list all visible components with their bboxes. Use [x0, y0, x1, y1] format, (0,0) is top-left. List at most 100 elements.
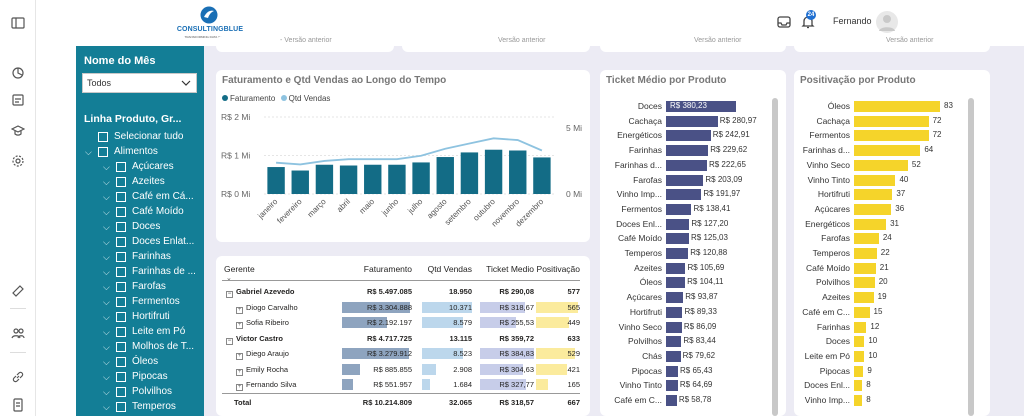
expand-icon[interactable]: +	[236, 368, 243, 376]
column-header[interactable]: Ticket Medio	[486, 264, 534, 274]
column-header[interactable]: Positivação	[536, 264, 580, 274]
bar-row[interactable]: Energéticos R$ 242,91	[600, 129, 786, 142]
bar[interactable]	[666, 321, 682, 333]
checkbox[interactable]	[116, 192, 126, 202]
bar-row[interactable]: Energéticos 31	[794, 218, 990, 230]
bar[interactable]	[666, 395, 677, 406]
column-header[interactable]: Gerente	[224, 264, 255, 274]
bar-row[interactable]: Doces Enl... R$ 127,20	[600, 218, 786, 230]
bar[interactable]	[854, 218, 887, 230]
expand-icon[interactable]: +	[236, 322, 243, 329]
seller-row[interactable]: + Diego Araujo R$ 3.279.912 8.523 R$ 384,83 5…	[222, 346, 580, 361]
bar-row[interactable]: Polvilhos R$ 83,44	[600, 335, 786, 348]
slicer-item[interactable]: ⌵ Pipocas	[76, 370, 204, 385]
settings-icon[interactable]	[11, 154, 25, 168]
bar[interactable]	[854, 350, 865, 362]
expand-toggle-icon[interactable]: ⌵	[103, 252, 110, 262]
bar-row[interactable]: Temperos R$ 120,88	[600, 247, 786, 259]
checkbox[interactable]	[116, 207, 126, 217]
checkbox[interactable]	[98, 147, 108, 157]
bar[interactable]	[666, 174, 704, 186]
checkbox[interactable]	[116, 312, 126, 322]
bar[interactable]	[666, 350, 681, 362]
expand-toggle-icon[interactable]: ⌵	[103, 162, 110, 172]
bar-row[interactable]: Cachaça R$ 280,97	[600, 115, 786, 127]
checkbox[interactable]	[98, 132, 108, 142]
bar[interactable]	[854, 115, 929, 127]
manager-row[interactable]: − Gabriel Azevedo R$ 5.497.085 18.950 R$ 290…	[222, 284, 580, 299]
slicer-item[interactable]: ⌵ Café Moído	[76, 205, 204, 220]
expand-toggle-icon[interactable]: ⌵	[103, 387, 110, 397]
bar[interactable]	[666, 203, 692, 215]
bar[interactable]	[854, 395, 863, 406]
bar-row[interactable]: Açúcares 36	[794, 203, 990, 215]
slicer-item[interactable]: ⌵ Azeites	[76, 175, 204, 190]
user-avatar[interactable]	[876, 11, 898, 33]
bar[interactable]	[854, 189, 893, 201]
seller-row[interactable]: + Sofia Ribeiro R$ 2.192.197 8.579 R$ 255,53…	[222, 315, 580, 330]
bar[interactable]	[666, 101, 736, 112]
bar-row[interactable]: Vinho Tinto R$ 64,69	[600, 379, 786, 392]
bar[interactable]	[854, 248, 877, 259]
bar[interactable]	[666, 233, 690, 245]
expand-toggle-icon[interactable]: ⌵	[103, 297, 110, 307]
checkbox[interactable]	[116, 342, 126, 352]
bar-row[interactable]: Farinhas d... 64	[794, 144, 990, 157]
slicer-item[interactable]: ⌵ Açúcares	[76, 160, 204, 175]
expand-toggle-icon[interactable]: ⌵	[103, 267, 110, 277]
bar-row[interactable]: Açúcares R$ 93,87	[600, 291, 786, 304]
bar-row[interactable]: Azeites R$ 105,69	[600, 262, 786, 274]
collapse-icon[interactable]: −	[226, 337, 233, 345]
bar[interactable]	[854, 321, 867, 333]
bar-row[interactable]: Fermentos R$ 138,41	[600, 203, 786, 215]
bar[interactable]	[666, 130, 711, 142]
expand-toggle-icon[interactable]: ⌵	[103, 282, 110, 292]
bar-row[interactable]: Café em C... R$ 58,78	[600, 394, 786, 406]
bar[interactable]	[666, 145, 709, 157]
link-icon[interactable]	[11, 370, 25, 384]
bar-row[interactable]: Farinhas d... R$ 222,65	[600, 159, 786, 171]
bar[interactable]	[854, 277, 875, 289]
slicer-item[interactable]: ⌵ Óleos	[76, 355, 204, 370]
bar-row[interactable]: Chás R$ 79,62	[600, 350, 786, 362]
bar[interactable]	[666, 306, 683, 318]
bar-row[interactable]: Leite em Pó 10	[794, 350, 990, 362]
expand-toggle-icon[interactable]: ⌵	[103, 222, 110, 232]
bar[interactable]	[854, 380, 863, 392]
slicer-item[interactable]: ⌵ Fermentos	[76, 295, 204, 310]
seller-row[interactable]: + Diogo Carvalho R$ 3.304.888 10.371 R$ 318,…	[222, 300, 580, 315]
slicer-item[interactable]: ⌵ Hortifruti	[76, 310, 204, 325]
bar[interactable]	[666, 115, 718, 127]
expand-toggle-icon[interactable]: ⌵	[103, 402, 110, 412]
positivacao-scrollbar[interactable]	[968, 98, 974, 416]
checkbox[interactable]	[116, 162, 126, 172]
bar[interactable]	[666, 262, 686, 274]
people-icon[interactable]	[11, 326, 25, 340]
bar-row[interactable]: Café em C... 15	[794, 306, 990, 318]
bar[interactable]	[666, 336, 682, 348]
bar-row[interactable]: Pipocas 9	[794, 365, 990, 377]
expand-toggle-icon[interactable]: ⌵	[103, 312, 110, 322]
ticket-medio-scrollbar[interactable]	[772, 98, 778, 416]
bar-row[interactable]: Polvilhos 20	[794, 276, 990, 289]
seller-row[interactable]: + Fernando Silva R$ 551.957 1.684 R$ 327,77 1…	[222, 377, 580, 392]
bar[interactable]	[854, 292, 874, 304]
checkbox[interactable]	[116, 357, 126, 367]
month-dropdown[interactable]: Todos	[82, 73, 197, 93]
bar-row[interactable]: Óleos 83	[794, 100, 990, 112]
slicer-item[interactable]: ⌵ Farinhas de ...	[76, 265, 204, 280]
expand-toggle-icon[interactable]: ⌵	[103, 207, 110, 217]
bar-row[interactable]: Temperos 22	[794, 247, 990, 259]
bar[interactable]	[854, 203, 892, 215]
slicer-item[interactable]: ⌵ Farinhas	[76, 250, 204, 265]
bar-row[interactable]: Doces Enl... 8	[794, 379, 990, 392]
bar-row[interactable]: Farinhas R$ 229,62	[600, 144, 786, 157]
sort-chevron-icon[interactable]: ⌄	[226, 275, 232, 282]
bar-row[interactable]: Café Moído R$ 125,03	[600, 232, 786, 245]
bar[interactable]	[666, 218, 690, 230]
bar[interactable]	[666, 189, 702, 201]
bar[interactable]	[666, 277, 686, 289]
inbox-icon[interactable]	[776, 14, 792, 30]
bar-row[interactable]: Doces 10	[794, 335, 990, 348]
bar[interactable]	[854, 101, 940, 112]
